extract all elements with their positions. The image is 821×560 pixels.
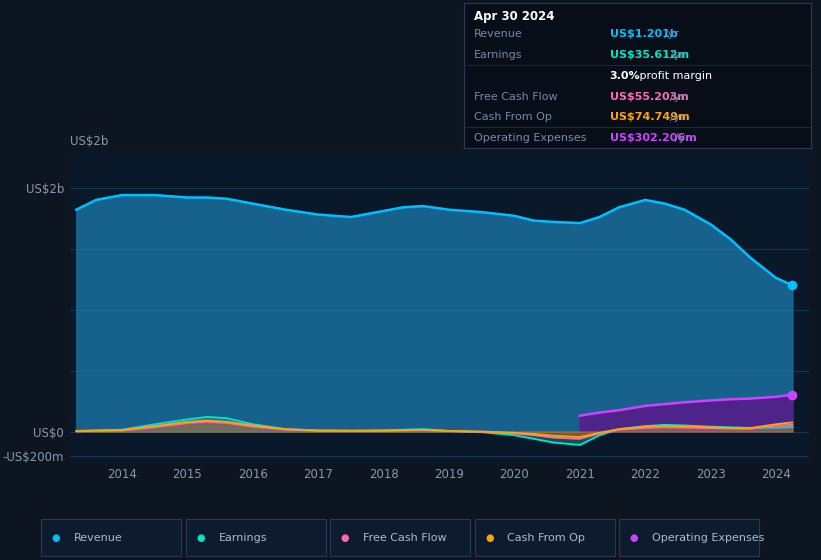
Text: Cash From Op: Cash From Op xyxy=(507,533,585,543)
Text: Revenue: Revenue xyxy=(474,30,522,39)
Text: /yr: /yr xyxy=(670,113,685,122)
Text: ●: ● xyxy=(630,533,638,543)
Text: /yr: /yr xyxy=(670,50,685,60)
Text: profit margin: profit margin xyxy=(636,71,712,81)
Text: Operating Expenses: Operating Expenses xyxy=(652,533,764,543)
Text: US$74.749m: US$74.749m xyxy=(610,113,690,122)
Text: US$35.612m: US$35.612m xyxy=(610,50,689,60)
Text: Cash From Op: Cash From Op xyxy=(474,113,552,122)
Text: /yr: /yr xyxy=(670,92,685,101)
Text: Operating Expenses: Operating Expenses xyxy=(474,133,586,143)
Text: ●: ● xyxy=(485,533,493,543)
Text: Apr 30 2024: Apr 30 2024 xyxy=(474,10,554,22)
Text: US$302.206m: US$302.206m xyxy=(610,133,696,143)
Text: Revenue: Revenue xyxy=(74,533,122,543)
Text: Free Cash Flow: Free Cash Flow xyxy=(363,533,447,543)
Text: ●: ● xyxy=(196,533,204,543)
Text: Free Cash Flow: Free Cash Flow xyxy=(474,92,557,101)
Text: US$55.203m: US$55.203m xyxy=(610,92,689,101)
Text: Earnings: Earnings xyxy=(474,50,522,60)
Text: Earnings: Earnings xyxy=(218,533,267,543)
Text: /yr: /yr xyxy=(675,133,690,143)
Text: US$2b: US$2b xyxy=(70,136,108,148)
Text: US$1.201b: US$1.201b xyxy=(610,30,677,39)
Text: /yr: /yr xyxy=(664,30,679,39)
Text: ●: ● xyxy=(341,533,349,543)
Text: 3.0%: 3.0% xyxy=(610,71,640,81)
Text: ●: ● xyxy=(52,533,60,543)
